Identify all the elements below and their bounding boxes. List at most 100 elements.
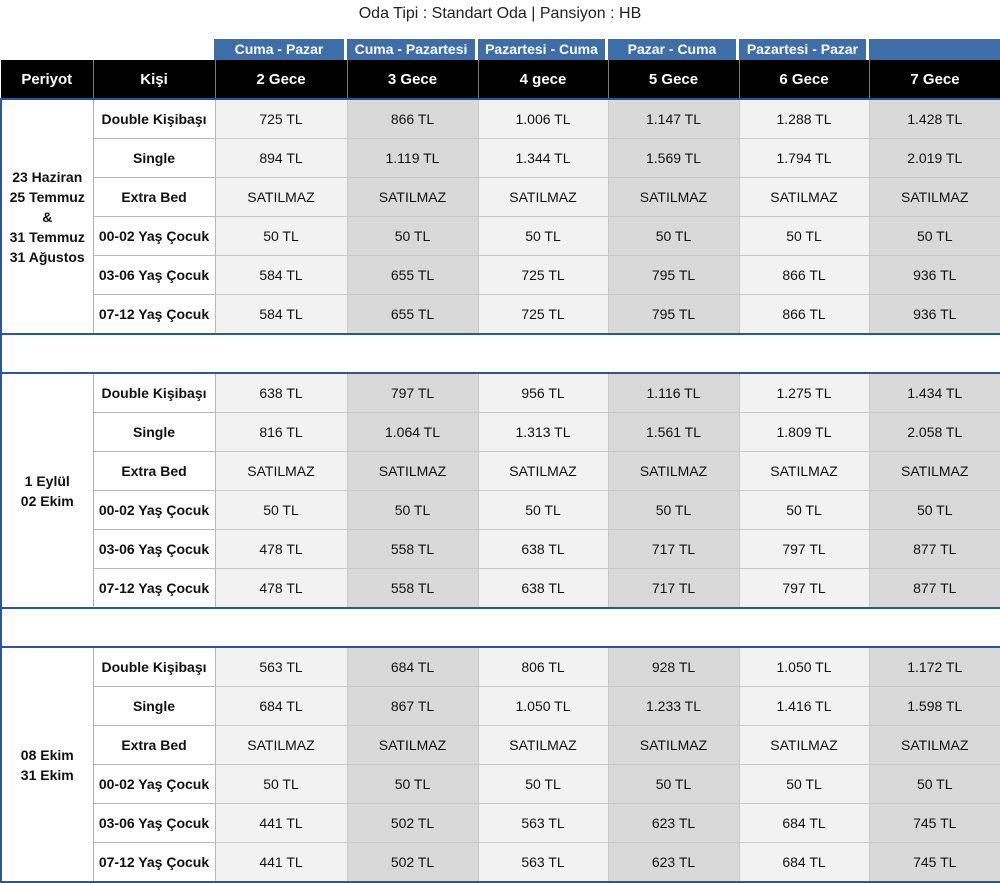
price-cell: 50 TL	[869, 764, 1000, 804]
price-cell: 1.116 TL	[608, 373, 740, 413]
price-cell: 50 TL	[608, 490, 740, 530]
price-cell: 1.794 TL	[739, 138, 870, 178]
price-cell: 1.434 TL	[869, 373, 1000, 413]
page-title: Oda Tipi : Standart Oda | Pansiyon : HB	[358, 5, 642, 22]
guest-type-label: Double Kişibaşı	[93, 99, 216, 139]
price-cell: 725 TL	[478, 294, 609, 334]
price-cell: 1.233 TL	[608, 686, 740, 726]
table-row: Extra Bed SATILMAZ SATILMAZ SATILMAZ SATILMA…	[1, 451, 1000, 491]
price-cell: 795 TL	[608, 294, 740, 334]
day-range-label: Pazar - Cuma	[608, 39, 736, 60]
price-cell: 1.119 TL	[347, 138, 479, 178]
price-cell: 50 TL	[608, 216, 740, 256]
price-cell: 623 TL	[608, 842, 740, 882]
price-cell: 563 TL	[478, 803, 609, 843]
price-table: Periyot Kişi 2 Gece 3 Gece 4 gece 5 Gece…	[0, 60, 1000, 883]
period-label-line: 31 Ağustos	[9, 248, 85, 265]
price-cell: 441 TL	[215, 803, 348, 843]
price-cell: 478 TL	[215, 529, 348, 569]
header-nights: 5 Gece	[608, 60, 740, 100]
price-cell: SATILMAZ	[215, 451, 348, 491]
price-cell: SATILMAZ	[739, 725, 870, 765]
price-cell: 478 TL	[215, 568, 348, 608]
price-cell: SATILMAZ	[869, 725, 1000, 765]
price-cell: 1.809 TL	[739, 412, 870, 452]
header-kisi: Kişi	[93, 60, 216, 100]
table-row: 1 Eylül 02 Ekim Double Kişibaşı 638 TL 797 T…	[0, 373, 1000, 608]
header-periyot: Periyot	[1, 60, 94, 100]
price-cell: 2.058 TL	[869, 412, 1000, 452]
table-row: 07-12 Yaş Çocuk 441 TL 502 TL 563 TL 623 TL 6…	[1, 842, 1000, 882]
price-cell: 563 TL	[478, 842, 609, 882]
price-cell: 50 TL	[739, 216, 870, 256]
price-cell: 638 TL	[215, 373, 348, 413]
guest-type-label: 03-06 Yaş Çocuk	[93, 529, 216, 569]
day-range-label	[869, 39, 1000, 60]
price-cell: 797 TL	[739, 568, 870, 608]
price-cell: 684 TL	[739, 803, 870, 843]
price-cell: 50 TL	[215, 764, 348, 804]
price-cell: 50 TL	[478, 490, 609, 530]
price-cell: 684 TL	[347, 647, 479, 687]
price-cell: 50 TL	[608, 764, 740, 804]
price-cell: 717 TL	[608, 529, 740, 569]
table-row: Single 684 TL 867 TL 1.050 TL 1.233 TL 1.416 …	[1, 686, 1000, 726]
table-row: 07-12 Yaş Çocuk 478 TL 558 TL 638 TL 717 TL 7…	[1, 568, 1000, 608]
price-cell: 717 TL	[608, 568, 740, 608]
price-cell: 1.561 TL	[608, 412, 740, 452]
table-row: 07-12 Yaş Çocuk 584 TL 655 TL 725 TL 795 TL 8…	[1, 294, 1000, 334]
price-cell: 584 TL	[215, 255, 348, 295]
price-cell: 623 TL	[608, 803, 740, 843]
price-cell: 745 TL	[869, 842, 1000, 882]
price-cell: 1.598 TL	[869, 686, 1000, 726]
separator-cell	[0, 607, 1000, 648]
price-cell: 1.050 TL	[739, 647, 870, 687]
price-cell: 745 TL	[869, 803, 1000, 843]
period-label-line: &	[42, 208, 53, 225]
guest-type-label: Single	[93, 686, 216, 726]
header-nights: 3 Gece	[347, 60, 479, 100]
price-cell: 795 TL	[608, 255, 740, 295]
price-cell: 1.428 TL	[869, 99, 1000, 139]
guest-type-label: Extra Bed	[93, 177, 216, 217]
price-cell: 50 TL	[478, 216, 609, 256]
price-cell: 894 TL	[215, 138, 348, 178]
price-cell: SATILMAZ	[347, 177, 479, 217]
table-row: 03-06 Yaş Çocuk 478 TL 558 TL 638 TL 717 TL 7…	[1, 529, 1000, 569]
period-label: 08 Ekim 31 Ekim	[0, 647, 94, 882]
guest-type-label: 00-02 Yaş Çocuk	[93, 490, 216, 530]
guest-type-label: Double Kişibaşı	[93, 373, 216, 413]
day-range-label: Pazartesi - Cuma	[478, 39, 605, 60]
price-cell: 655 TL	[347, 294, 479, 334]
price-cell: 50 TL	[215, 216, 348, 256]
price-cell: 558 TL	[347, 529, 479, 569]
price-cell: SATILMAZ	[215, 725, 348, 765]
price-cell: 2.019 TL	[869, 138, 1000, 178]
price-cell: 797 TL	[739, 529, 870, 569]
table-row: 03-06 Yaş Çocuk 584 TL 655 TL 725 TL 795 TL 8…	[1, 255, 1000, 295]
table-row: Single 894 TL 1.119 TL 1.344 TL 1.569 TL 1.79…	[1, 138, 1000, 178]
price-cell: SATILMAZ	[478, 177, 609, 217]
price-cell: 866 TL	[739, 255, 870, 295]
table-row: 08 Ekim 31 Ekim Double Kişibaşı 563 TL 684 T…	[0, 647, 1000, 882]
period-separator	[0, 333, 1000, 374]
period-label: 23 Haziran 25 Temmuz & 31 Temmuz 31 Ağustos	[0, 99, 94, 334]
price-cell: 558 TL	[347, 568, 479, 608]
guest-type-label: 00-02 Yaş Çocuk	[93, 216, 216, 256]
price-cell: 1.064 TL	[347, 412, 479, 452]
price-cell: 936 TL	[869, 255, 1000, 295]
price-cell: 563 TL	[215, 647, 348, 687]
header-nights: 4 gece	[478, 60, 609, 100]
price-cell: 956 TL	[478, 373, 609, 413]
price-cell: 502 TL	[347, 842, 479, 882]
price-cell: 1.416 TL	[739, 686, 870, 726]
price-cell: 50 TL	[347, 764, 479, 804]
guest-type-label: Double Kişibaşı	[93, 647, 216, 687]
table-row: 00-02 Yaş Çocuk 50 TL 50 TL 50 TL 50 TL 50 TL…	[1, 764, 1000, 804]
day-range-label: Cuma - Pazartesi	[347, 39, 475, 60]
price-cell: 50 TL	[869, 490, 1000, 530]
price-cell: SATILMAZ	[215, 177, 348, 217]
price-cell: 866 TL	[347, 99, 479, 139]
price-cell: 50 TL	[215, 490, 348, 530]
price-cell: SATILMAZ	[608, 177, 740, 217]
